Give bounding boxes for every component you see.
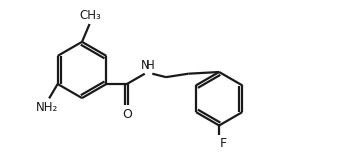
Text: F: F <box>220 137 227 150</box>
Text: NH₂: NH₂ <box>36 101 58 114</box>
Text: H: H <box>146 59 155 72</box>
Text: N: N <box>141 59 150 72</box>
Text: CH₃: CH₃ <box>79 9 101 22</box>
Text: O: O <box>122 108 132 121</box>
